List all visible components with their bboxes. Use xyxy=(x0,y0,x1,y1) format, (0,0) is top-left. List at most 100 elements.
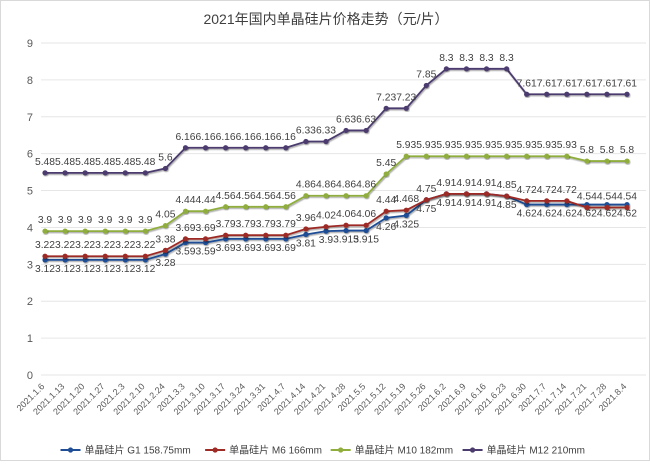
svg-text:4.72: 4.72 xyxy=(517,185,537,196)
svg-text:3: 3 xyxy=(27,259,33,271)
svg-text:4.54: 4.54 xyxy=(577,192,597,203)
svg-text:单晶硅片 M6 166mm: 单晶硅片 M6 166mm xyxy=(229,444,322,457)
svg-text:3.69: 3.69 xyxy=(276,243,296,254)
svg-text:5.8: 5.8 xyxy=(580,145,595,156)
svg-text:8.3: 8.3 xyxy=(459,53,474,64)
svg-text:5: 5 xyxy=(27,186,33,198)
svg-text:8.3: 8.3 xyxy=(499,53,514,64)
svg-text:5.93: 5.93 xyxy=(456,140,476,151)
svg-text:4.86: 4.86 xyxy=(356,180,376,191)
svg-text:7.23: 7.23 xyxy=(396,92,416,103)
svg-text:4.91: 4.91 xyxy=(476,178,496,189)
svg-text:6.63: 6.63 xyxy=(356,114,376,125)
svg-text:6.16: 6.16 xyxy=(216,132,236,143)
svg-text:6.16: 6.16 xyxy=(276,132,296,143)
svg-text:7.61: 7.61 xyxy=(597,78,617,89)
svg-text:5.93: 5.93 xyxy=(476,140,496,151)
svg-text:单晶硅片 G1 158.75mm: 单晶硅片 G1 158.75mm xyxy=(85,444,191,457)
svg-text:3.69: 3.69 xyxy=(175,223,195,234)
svg-text:4.56: 4.56 xyxy=(256,191,276,202)
svg-text:4: 4 xyxy=(27,222,33,234)
svg-text:3.22: 3.22 xyxy=(95,240,115,251)
svg-text:单晶硅片 M10 182mm: 单晶硅片 M10 182mm xyxy=(355,444,453,457)
svg-text:3.69: 3.69 xyxy=(196,223,216,234)
svg-text:3.9: 3.9 xyxy=(118,215,133,226)
svg-text:9: 9 xyxy=(27,38,33,50)
svg-text:5.6: 5.6 xyxy=(158,152,173,163)
svg-text:3.9: 3.9 xyxy=(58,215,73,226)
svg-text:4.85: 4.85 xyxy=(497,200,517,211)
svg-text:5.93: 5.93 xyxy=(436,140,456,151)
svg-text:4.62: 4.62 xyxy=(597,209,617,220)
svg-text:4.72: 4.72 xyxy=(557,185,577,196)
svg-text:7.61: 7.61 xyxy=(577,78,597,89)
svg-text:3.12: 3.12 xyxy=(115,264,135,275)
svg-text:4.54: 4.54 xyxy=(597,192,617,203)
svg-text:4.05: 4.05 xyxy=(155,210,175,221)
svg-text:3.12: 3.12 xyxy=(75,264,95,275)
svg-text:4.86: 4.86 xyxy=(296,180,316,191)
svg-text:7.61: 7.61 xyxy=(517,78,537,89)
svg-text:3.69: 3.69 xyxy=(256,243,276,254)
svg-text:5.93: 5.93 xyxy=(396,140,416,151)
svg-text:4.91: 4.91 xyxy=(436,178,456,189)
svg-text:3.69: 3.69 xyxy=(216,243,236,254)
svg-text:6.16: 6.16 xyxy=(236,132,256,143)
svg-text:5.8: 5.8 xyxy=(600,145,615,156)
svg-text:8.3: 8.3 xyxy=(439,53,454,64)
svg-text:5.48: 5.48 xyxy=(35,157,55,168)
svg-text:8: 8 xyxy=(27,75,33,87)
svg-text:5.93: 5.93 xyxy=(416,140,436,151)
svg-text:4.62: 4.62 xyxy=(577,209,597,220)
svg-text:3.79: 3.79 xyxy=(236,219,256,230)
svg-text:3.9: 3.9 xyxy=(78,215,93,226)
svg-text:3.12: 3.12 xyxy=(135,264,155,275)
svg-text:4.91: 4.91 xyxy=(456,198,476,209)
svg-text:3.79: 3.79 xyxy=(216,219,236,230)
svg-text:5.8: 5.8 xyxy=(620,145,635,156)
svg-text:4.91: 4.91 xyxy=(476,198,496,209)
svg-text:4.75: 4.75 xyxy=(416,184,436,195)
svg-text:5.93: 5.93 xyxy=(497,140,517,151)
svg-text:8.3: 8.3 xyxy=(479,53,494,64)
svg-text:4.44: 4.44 xyxy=(175,195,195,206)
svg-text:4.468: 4.468 xyxy=(393,194,419,205)
svg-text:单晶硅片 M12 210mm: 单晶硅片 M12 210mm xyxy=(487,444,585,457)
svg-text:4.56: 4.56 xyxy=(216,191,236,202)
svg-text:4.56: 4.56 xyxy=(276,191,296,202)
svg-text:4.91: 4.91 xyxy=(436,198,456,209)
svg-text:5.48: 5.48 xyxy=(75,157,95,168)
svg-text:3.12: 3.12 xyxy=(95,264,115,275)
svg-text:7.61: 7.61 xyxy=(537,78,557,89)
svg-text:4.62: 4.62 xyxy=(537,209,557,220)
svg-text:6.33: 6.33 xyxy=(316,125,336,136)
svg-text:3.69: 3.69 xyxy=(236,243,256,254)
svg-text:5.93: 5.93 xyxy=(557,140,577,151)
svg-text:4.02: 4.02 xyxy=(316,211,336,222)
svg-text:2: 2 xyxy=(27,296,33,308)
svg-text:3.38: 3.38 xyxy=(155,234,175,245)
svg-text:6.16: 6.16 xyxy=(175,132,195,143)
svg-text:3.915: 3.915 xyxy=(353,235,379,246)
svg-text:6.16: 6.16 xyxy=(256,132,276,143)
svg-text:6: 6 xyxy=(27,149,33,161)
svg-text:3.22: 3.22 xyxy=(55,240,75,251)
svg-text:4.56: 4.56 xyxy=(236,191,256,202)
svg-text:5.48: 5.48 xyxy=(55,157,75,168)
svg-text:6.16: 6.16 xyxy=(196,132,216,143)
svg-text:3.79: 3.79 xyxy=(256,219,276,230)
svg-text:3.12: 3.12 xyxy=(35,264,55,275)
svg-text:4.85: 4.85 xyxy=(497,180,517,191)
svg-text:5.45: 5.45 xyxy=(376,158,396,169)
svg-text:3.59: 3.59 xyxy=(196,247,216,258)
svg-text:4.44: 4.44 xyxy=(196,195,216,206)
svg-text:1: 1 xyxy=(27,333,33,345)
svg-text:4.06: 4.06 xyxy=(336,209,356,220)
svg-text:7.61: 7.61 xyxy=(617,78,637,89)
svg-text:4.54: 4.54 xyxy=(617,192,637,203)
svg-text:4.86: 4.86 xyxy=(336,180,356,191)
svg-text:7.61: 7.61 xyxy=(557,78,577,89)
svg-text:4.06: 4.06 xyxy=(356,209,376,220)
svg-text:3.96: 3.96 xyxy=(296,213,316,224)
svg-text:7.85: 7.85 xyxy=(416,69,436,80)
